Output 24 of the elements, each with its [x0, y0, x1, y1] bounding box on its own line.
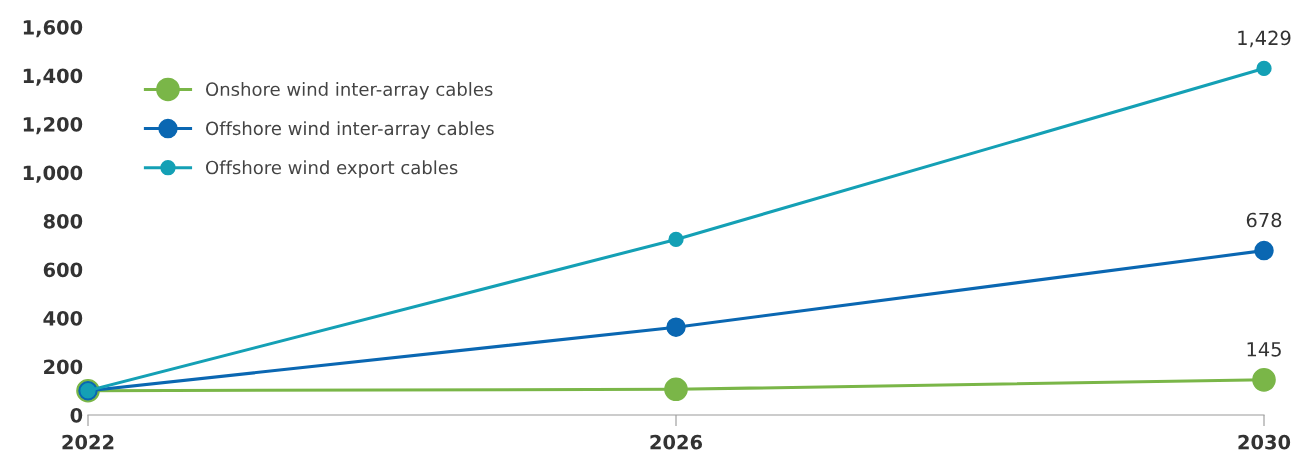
y-tick-label: 800 [43, 213, 83, 229]
y-tick-label: 600 [43, 262, 83, 278]
y-tick-label: 0 [70, 407, 83, 423]
data-label: 1,429 [1238, 30, 1291, 48]
y-tick-label: 1,000 [23, 165, 83, 183]
legend-label: Offshore wind export cables [206, 160, 458, 178]
y-tick-label: 1,600 [23, 19, 83, 38]
point [664, 377, 688, 402]
x-tick-label: 2026 [650, 434, 703, 450]
point [1252, 368, 1276, 392]
x-tick-label: 2030 [1238, 434, 1291, 450]
y-tick-label: 200 [44, 359, 83, 375]
y-tick-label: 1,200 [23, 116, 83, 135]
x-tick-label: 2022 [62, 434, 114, 450]
point [668, 231, 684, 248]
y-tick-label: 1,400 [23, 68, 83, 86]
data-label: 145 [1247, 342, 1281, 357]
data-label: 678 [1246, 212, 1282, 228]
legend-label: Onshore wind inter-array cables [206, 82, 493, 100]
point [1256, 60, 1272, 77]
y-tick-label: 400 [43, 310, 83, 326]
point [666, 317, 686, 337]
point [1254, 240, 1274, 261]
legend-label: Offshore wind inter-array cables [206, 121, 494, 139]
